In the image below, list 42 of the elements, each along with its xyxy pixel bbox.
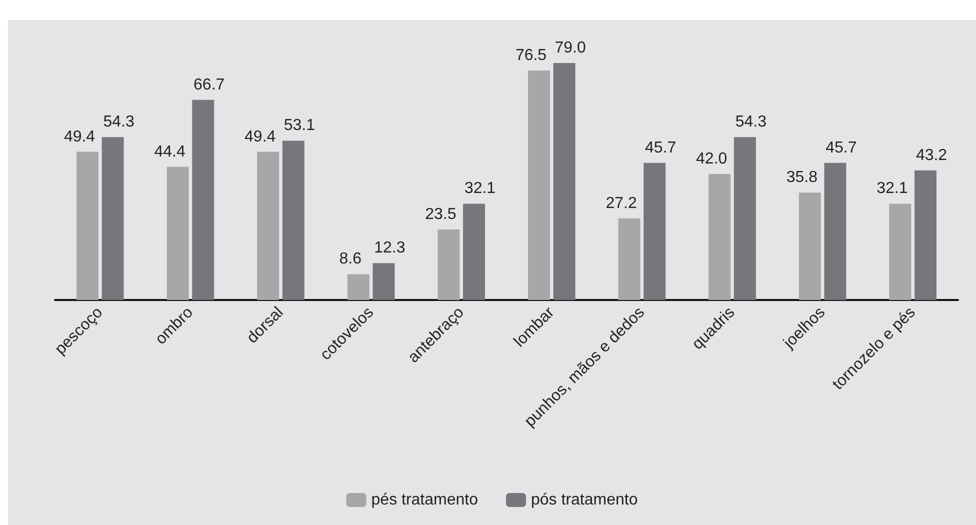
bar <box>618 218 640 300</box>
legend-label: pós tratamento <box>531 492 638 508</box>
legend-label: pés tratamento <box>371 492 478 508</box>
data-label: 27.2 <box>606 194 637 212</box>
data-label: 32.1 <box>876 180 908 198</box>
data-label: 12.3 <box>374 240 406 257</box>
bar <box>102 137 124 300</box>
bar <box>889 204 912 300</box>
bar <box>438 230 460 300</box>
bar <box>282 140 304 300</box>
data-label: 79.0 <box>554 40 586 56</box>
data-label: 43.2 <box>916 146 948 164</box>
data-label: 45.7 <box>645 139 676 156</box>
bar <box>914 170 936 300</box>
data-label: 53.1 <box>284 117 316 134</box>
data-label: 54.3 <box>103 114 134 131</box>
data-label: 66.7 <box>194 76 225 94</box>
data-label: 35.8 <box>786 169 818 186</box>
bar <box>644 162 666 300</box>
bar <box>528 70 550 300</box>
data-label: 49.4 <box>64 128 96 146</box>
data-label: 42.0 <box>696 150 728 168</box>
bar <box>166 166 189 300</box>
bar <box>76 152 98 300</box>
bar <box>192 100 214 300</box>
bar <box>553 63 576 300</box>
data-label: 32.1 <box>464 180 496 198</box>
data-label: 54.3 <box>735 114 767 131</box>
bar <box>257 152 280 300</box>
bar <box>347 274 370 300</box>
bar <box>734 137 756 300</box>
bar <box>798 192 821 300</box>
bar <box>372 263 395 300</box>
data-label: 76.5 <box>515 47 547 64</box>
data-label: 45.7 <box>826 139 857 156</box>
bar <box>463 204 485 300</box>
bar <box>708 174 731 300</box>
data-label: 8.6 <box>339 250 362 268</box>
data-label: 44.4 <box>154 143 186 160</box>
bar <box>824 162 846 300</box>
data-label: 23.5 <box>425 206 456 223</box>
data-label: 49.4 <box>244 128 276 146</box>
